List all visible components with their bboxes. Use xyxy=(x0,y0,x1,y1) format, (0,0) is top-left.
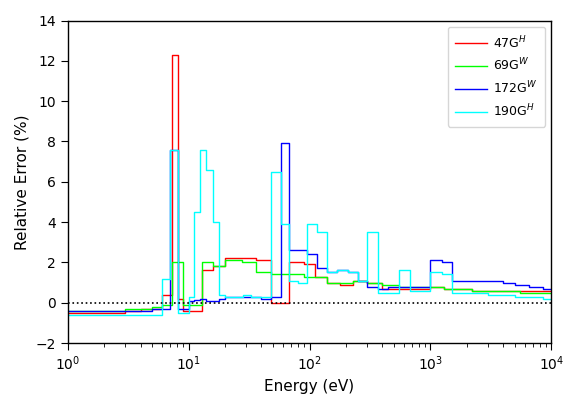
47G$^H$ xyxy=(500,288,507,293)
47G$^H$ xyxy=(548,288,555,293)
172G$^W$ xyxy=(525,282,532,287)
47G$^H$ xyxy=(64,310,71,315)
69G$^W$ xyxy=(158,302,165,307)
Line: 190G$^H$: 190G$^H$ xyxy=(68,150,551,315)
X-axis label: Energy (eV): Energy (eV) xyxy=(265,379,354,394)
190G$^H$ xyxy=(179,310,186,315)
Legend: 47G$^H$, 69G$^W$, 172G$^W$, 190G$^H$: 47G$^H$, 69G$^W$, 172G$^W$, 190G$^H$ xyxy=(448,27,545,127)
Y-axis label: Relative Error (%): Relative Error (%) xyxy=(15,114,30,249)
Line: 47G$^H$: 47G$^H$ xyxy=(68,55,551,313)
190G$^H$ xyxy=(500,292,507,297)
190G$^H$ xyxy=(525,294,532,299)
47G$^H$ xyxy=(158,292,165,297)
47G$^H$ xyxy=(311,274,318,279)
172G$^W$ xyxy=(277,141,284,146)
172G$^W$ xyxy=(170,147,177,152)
47G$^H$ xyxy=(199,308,206,313)
172G$^W$ xyxy=(500,280,507,285)
190G$^H$ xyxy=(64,312,71,317)
190G$^H$ xyxy=(324,270,331,275)
172G$^W$ xyxy=(324,270,331,275)
69G$^W$ xyxy=(548,290,555,295)
69G$^W$ xyxy=(64,308,71,313)
190G$^H$ xyxy=(170,147,177,152)
Line: 172G$^W$: 172G$^W$ xyxy=(68,144,551,311)
47G$^H$ xyxy=(311,262,318,267)
172G$^W$ xyxy=(285,248,292,253)
69G$^W$ xyxy=(500,288,507,293)
47G$^H$ xyxy=(168,52,175,57)
190G$^H$ xyxy=(166,147,173,152)
190G$^H$ xyxy=(285,278,292,283)
69G$^W$ xyxy=(188,302,195,307)
190G$^H$ xyxy=(548,296,555,301)
69G$^W$ xyxy=(311,274,318,279)
172G$^W$ xyxy=(64,308,71,313)
69G$^W$ xyxy=(158,304,165,309)
172G$^W$ xyxy=(548,286,555,291)
69G$^W$ xyxy=(311,274,318,279)
Line: 69G$^W$: 69G$^W$ xyxy=(68,261,551,311)
47G$^H$ xyxy=(158,306,165,311)
69G$^W$ xyxy=(222,258,229,263)
172G$^W$ xyxy=(179,306,186,311)
